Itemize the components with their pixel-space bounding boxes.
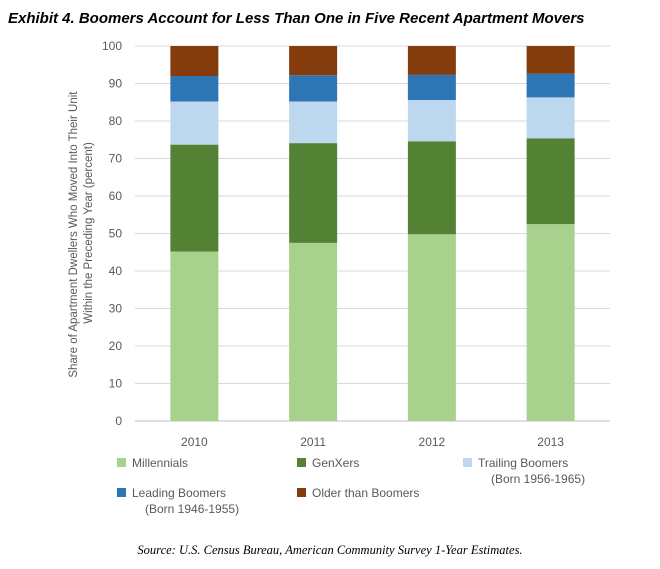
legend-swatch	[117, 458, 126, 467]
y-tick-label: 90	[109, 77, 123, 91]
bar-segment	[170, 46, 219, 76]
chart-title: Exhibit 4. Boomers Account for Less Than…	[8, 10, 585, 27]
y-tick-label: 10	[109, 377, 123, 391]
bar-segment	[526, 138, 575, 225]
legend-swatch	[297, 488, 306, 497]
bars	[170, 46, 575, 421]
bar-segment	[170, 76, 219, 102]
x-tick-label: 2011	[300, 435, 326, 449]
y-tick-label: 40	[109, 264, 123, 278]
y-tick-label: 100	[102, 39, 122, 53]
x-tick-label: 2013	[537, 435, 564, 449]
bar-segment	[526, 46, 575, 74]
legend-label: Trailing Boomers	[478, 456, 568, 470]
y-axis-ticks: 0 10 20 30 40 50 60 70 80 90 100	[102, 39, 122, 428]
bar-segment	[407, 46, 456, 75]
y-tick-label: 0	[115, 414, 122, 428]
y-tick-label: 50	[109, 227, 123, 241]
bar-segment	[289, 75, 338, 102]
legend-swatch	[463, 458, 472, 467]
legend-label: (Born 1946-1955)	[145, 502, 239, 516]
legend-label: GenXers	[312, 456, 359, 470]
source-note: Source: U.S. Census Bureau, American Com…	[137, 543, 523, 557]
bar-segment	[289, 242, 338, 421]
x-tick-label: 2012	[419, 435, 446, 449]
bar-segment	[407, 100, 456, 142]
legend-label: (Born 1956-1965)	[491, 472, 585, 486]
bar-segment	[289, 101, 338, 144]
legend-swatch	[117, 488, 126, 497]
bar-segment	[170, 251, 219, 421]
y-axis-label: Share of Apartment Dwellers Who Moved In…	[68, 88, 95, 377]
bar-segment	[407, 141, 456, 235]
y-tick-label: 30	[109, 302, 123, 316]
bar-segment	[526, 73, 575, 98]
bar-segment	[407, 234, 456, 421]
bar-segment	[526, 97, 575, 139]
bar-segment	[289, 143, 338, 243]
bar-segment	[526, 224, 575, 421]
x-tick-label: 2010	[181, 435, 208, 449]
y-tick-label: 70	[109, 152, 123, 166]
legend-swatch	[297, 458, 306, 467]
bar-segment	[407, 74, 456, 100]
y-tick-label: 80	[109, 114, 123, 128]
x-axis-ticks: 2010 2011 2012 2013	[181, 435, 564, 449]
legend-label: Older than Boomers	[312, 486, 419, 500]
y-tick-label: 20	[109, 339, 123, 353]
bar-segment	[170, 144, 219, 252]
legend-label: Millennials	[132, 456, 188, 470]
y-tick-label: 60	[109, 189, 123, 203]
y-axis-label-line-2: Within the Preceding Year (percent)	[83, 142, 95, 324]
bar-segment	[170, 101, 219, 145]
legend-label: Leading Boomers	[132, 486, 226, 500]
y-axis-label-line-1: Share of Apartment Dwellers Who Moved In…	[68, 91, 80, 378]
legend: Millennials GenXers Trailing Boomers (Born …	[117, 456, 585, 516]
bar-segment	[289, 46, 338, 76]
